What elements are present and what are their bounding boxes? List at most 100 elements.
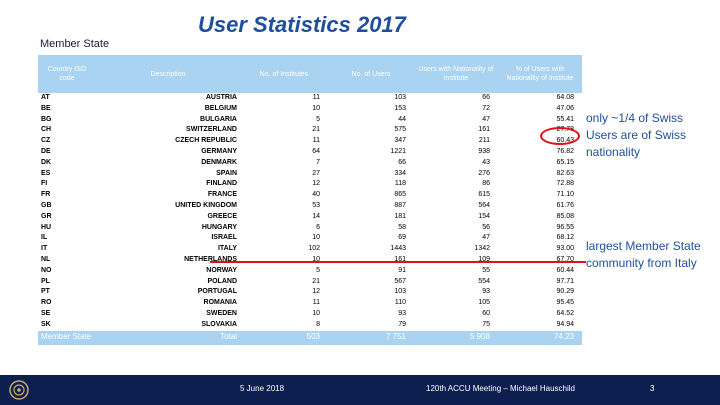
header-description: Description (150, 70, 186, 78)
cell-country-code: RO (41, 299, 52, 307)
cell-description: GERMANY (201, 147, 237, 155)
cell-nationality: 161 (478, 126, 490, 134)
cell-country-code: NO (41, 266, 52, 274)
cell-percent: 85.08 (556, 212, 574, 220)
cell-nationality: 276 (478, 169, 490, 177)
table-row: PT PORTUGAL 12 103 93 90.29 (38, 287, 582, 298)
cell-institutes: 10 (312, 309, 320, 317)
cell-percent: 61.76 (556, 201, 574, 209)
cell-percent: 64.08 (556, 94, 574, 101)
cell-nationality: 60 (482, 309, 490, 317)
cell-percent: 65.15 (556, 158, 574, 166)
table-row: GR GREECE 14 181 154 85.08 (38, 212, 582, 223)
cell-description: BELGIUM (204, 104, 237, 112)
header-users: No. of Users (351, 70, 391, 78)
header-nationality: Users with Nationality of Institute (418, 66, 494, 82)
cell-users: 887 (394, 201, 406, 209)
cell-institutes: 12 (312, 180, 320, 188)
page-number: 3 (650, 384, 655, 393)
slide-title: User Statistics 2017 (198, 12, 406, 37)
cell-nationality: 109 (478, 255, 490, 263)
cell-users: 103 (394, 288, 406, 296)
cell-users: 865 (394, 191, 406, 199)
cell-country-code: DE (41, 147, 51, 155)
cell-nationality: 211 (478, 137, 490, 145)
cell-nationality: 66 (482, 94, 490, 101)
total-institutes: 503 (306, 332, 320, 342)
cell-institutes: 102 (308, 245, 320, 253)
cell-description: ROMANIA (203, 299, 237, 307)
table-row: CZ CZECH REPUBLIC 11 347 211 60.43 (38, 136, 582, 147)
user-statistics-table: Country ISO code Description No. of Inst… (38, 55, 582, 345)
cell-country-code: FI (41, 180, 48, 188)
cell-users: 1443 (390, 245, 406, 253)
cell-institutes: 40 (312, 191, 320, 199)
cell-users: 118 (394, 180, 406, 188)
cell-users: 575 (394, 126, 406, 134)
cell-description: ITALY (217, 245, 237, 253)
cell-institutes: 11 (312, 299, 320, 307)
cell-users: 153 (394, 104, 406, 112)
cell-users: 91 (398, 266, 406, 274)
cell-institutes: 8 (316, 320, 320, 328)
cell-percent: 55.41 (556, 115, 574, 123)
swiss-annotation: only ~1/4 of Swiss Users are of Swiss na… (586, 111, 687, 159)
cell-nationality: 86 (482, 180, 490, 188)
cell-percent: 97.71 (556, 277, 574, 285)
cell-description: FRANCE (207, 191, 237, 199)
cell-users: 1221 (390, 147, 406, 155)
cell-percent: 47.06 (556, 104, 574, 112)
cell-nationality: 47 (482, 115, 490, 123)
cell-description: AUSTRIA (205, 94, 237, 101)
cern-logo-icon (9, 380, 29, 400)
cell-users: 347 (394, 137, 406, 145)
table-row: SE SWEDEN 10 93 60 64.52 (38, 309, 582, 320)
cell-description: SLOVAKIA (201, 320, 237, 328)
cell-users: 66 (398, 158, 406, 166)
total-percent: 74.23 (553, 332, 574, 342)
cell-institutes: 10 (312, 255, 320, 263)
total-member-state: Member State (41, 332, 92, 342)
table-row: NL NETHERLANDS 10 161 109 67.70 (38, 255, 582, 266)
total-nationality: 5 908 (469, 332, 490, 342)
italy-annotation: largest Member State community from Ital… (586, 239, 701, 270)
cell-description: HUNGARY (201, 223, 237, 231)
cell-institutes: 14 (312, 212, 320, 220)
cell-institutes: 7 (316, 158, 320, 166)
cell-country-code: AT (41, 94, 50, 101)
member-state-label: Member State (40, 38, 110, 50)
cell-nationality: 554 (478, 277, 490, 285)
cell-country-code: HU (41, 223, 52, 231)
cell-description: DENMARK (201, 158, 237, 166)
cell-percent: 71.10 (556, 191, 574, 199)
footer-bar (0, 375, 720, 405)
table-body: AT AUSTRIA 11 103 66 64.08 BE BELGIUM 10 153 72 47.… (38, 93, 582, 331)
table-row: AT AUSTRIA 11 103 66 64.08 (38, 93, 582, 104)
cell-users: 110 (394, 299, 406, 307)
cell-nationality: 1342 (474, 245, 490, 253)
cell-users: 567 (394, 277, 406, 285)
cell-institutes: 12 (312, 288, 320, 296)
cell-nationality: 56 (482, 223, 490, 231)
cell-percent: 94.94 (556, 320, 574, 328)
cell-nationality: 72 (482, 104, 490, 112)
table-row: IT ITALY 102 1443 1342 93.00 (38, 244, 582, 255)
cell-country-code: ES (41, 169, 51, 177)
cell-users: 58 (398, 223, 406, 231)
cell-nationality: 615 (478, 191, 490, 199)
table-row: HU HUNGARY 6 58 56 96.55 (38, 223, 582, 234)
cell-country-code: FR (41, 191, 51, 199)
cell-percent: 76.82 (556, 147, 574, 155)
swiss-highlight-circle (540, 127, 580, 145)
table-row: PL POLAND 21 567 554 97.71 (38, 277, 582, 288)
cell-country-code: CZ (41, 137, 51, 145)
cell-description: UNITED KINGDOM (175, 201, 237, 209)
cell-country-code: GR (41, 212, 52, 220)
cell-institutes: 5 (316, 115, 320, 123)
cell-description: FINLAND (206, 180, 237, 188)
cell-country-code: DK (41, 158, 52, 166)
cell-description: BULGARIA (200, 115, 237, 123)
table-row: FR FRANCE 40 865 615 71.10 (38, 190, 582, 201)
cell-nationality: 564 (478, 201, 490, 209)
cell-description: SWEDEN (206, 309, 237, 317)
